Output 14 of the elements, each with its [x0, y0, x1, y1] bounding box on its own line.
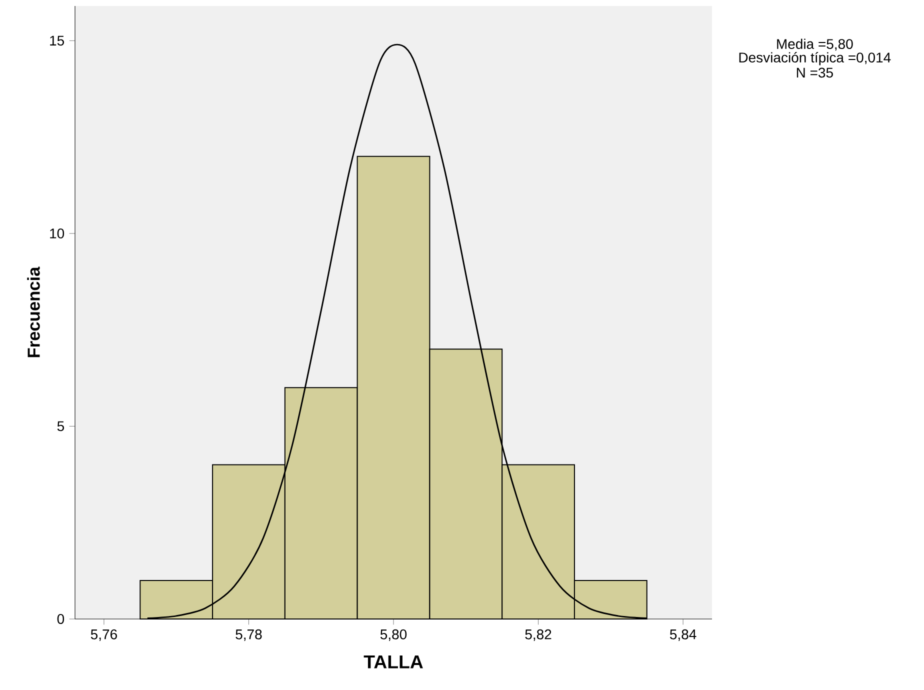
y-tick-label: 0 — [57, 614, 64, 624]
y-tick-label: 15 — [50, 36, 64, 46]
text: N =35 — [796, 68, 833, 78]
text: Media =5,80 — [777, 38, 853, 51]
y-tick-label: 5 — [57, 421, 64, 432]
x-axis-title: TALLA — [364, 655, 423, 668]
y-tick-label: 10 — [50, 228, 64, 238]
y-axis-title: Frecuencia — [27, 266, 40, 358]
x-tick-label: 5,82 — [525, 629, 552, 641]
text: Desviación típica =0,014 — [739, 52, 891, 66]
x-tick-label: 5,80 — [380, 629, 407, 641]
x-tick-label: 5,84 — [670, 629, 696, 641]
x-tick-label: 5,78 — [236, 629, 262, 641]
x-tick-label: 5,76 — [90, 629, 117, 641]
